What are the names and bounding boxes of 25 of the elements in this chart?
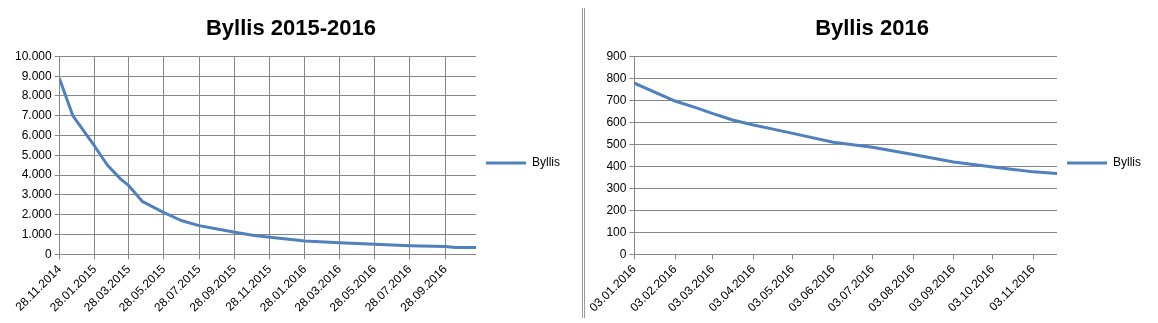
y-tick-label: 8.000 bbox=[21, 88, 53, 103]
y-tick-label: 4.000 bbox=[21, 167, 53, 182]
y-tick-label: 9.000 bbox=[21, 68, 53, 83]
y-tick-label: 300 bbox=[606, 180, 627, 195]
chart-title: Byllis 2015-2016 bbox=[205, 15, 377, 41]
y-tick-label: 200 bbox=[606, 202, 627, 217]
y-tick-label: 7.000 bbox=[21, 108, 53, 123]
legend-label: Byllis bbox=[1113, 155, 1142, 170]
y-tick-label: 400 bbox=[606, 158, 627, 173]
legend-label: Byllis bbox=[532, 155, 561, 170]
chart-title: Byllis 2016 bbox=[815, 15, 929, 41]
y-tick-label: 100 bbox=[606, 224, 627, 239]
y-tick-label: 600 bbox=[606, 114, 627, 129]
y-tick-label: 3.000 bbox=[21, 187, 53, 202]
y-tick-label: 800 bbox=[606, 70, 627, 85]
y-tick-label: 500 bbox=[606, 136, 627, 151]
y-tick-label: 6.000 bbox=[21, 127, 53, 142]
y-tick-label: 0 bbox=[45, 246, 53, 261]
y-tick-label: 900 bbox=[606, 48, 627, 63]
y-tick-label: 0 bbox=[619, 246, 627, 261]
y-tick-label: 10.000 bbox=[15, 48, 53, 63]
y-tick-label: 700 bbox=[606, 92, 627, 107]
y-tick-label: 5.000 bbox=[21, 147, 53, 162]
y-tick-label: 1.000 bbox=[21, 226, 53, 241]
y-tick-label: 2.000 bbox=[21, 207, 53, 222]
